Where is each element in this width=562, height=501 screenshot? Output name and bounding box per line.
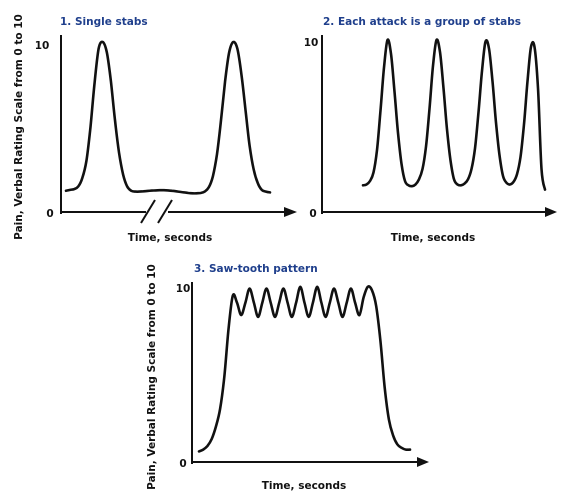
y-tick-label-bottom: 0 — [309, 208, 316, 220]
chart-title: 1. Single stabs — [60, 16, 148, 28]
series-line — [64, 40, 272, 195]
y-tick-label-top: 10 — [35, 40, 50, 52]
chart-title: 3. Saw-tooth pattern — [194, 263, 318, 275]
y-tick-label-top: 10 — [304, 37, 319, 49]
series-line — [197, 285, 412, 453]
x-axis-arrow — [545, 207, 557, 217]
y-tick-label-bottom: 0 — [179, 458, 186, 470]
panel-single-stabs: 1. Single stabs Pain, Verbal Rating Scal… — [13, 14, 297, 244]
panel-saw-tooth: 3. Saw-tooth pattern Pain, Verbal Rating… — [146, 263, 429, 492]
x-axis-label: Time, seconds — [262, 480, 347, 492]
x-axis-arrow — [417, 457, 429, 467]
x-axis-label: Time, seconds — [391, 232, 476, 244]
x-axis-label: Time, seconds — [128, 232, 213, 244]
y-axis-label: Pain, Verbal Rating Scale from 0 to 10 — [13, 14, 25, 240]
x-axis-break — [140, 199, 173, 224]
y-axis-label: Pain, Verbal Rating Scale from 0 to 10 — [146, 264, 158, 490]
y-tick-label-bottom: 0 — [46, 208, 53, 220]
x-axis-arrow — [284, 207, 297, 217]
panel-group-of-stabs: 2. Each attack is a group of stabs 10 0 … — [304, 16, 557, 244]
series-line — [361, 38, 547, 191]
y-tick-label-top: 10 — [176, 283, 191, 295]
chart-title: 2. Each attack is a group of stabs — [323, 16, 521, 28]
